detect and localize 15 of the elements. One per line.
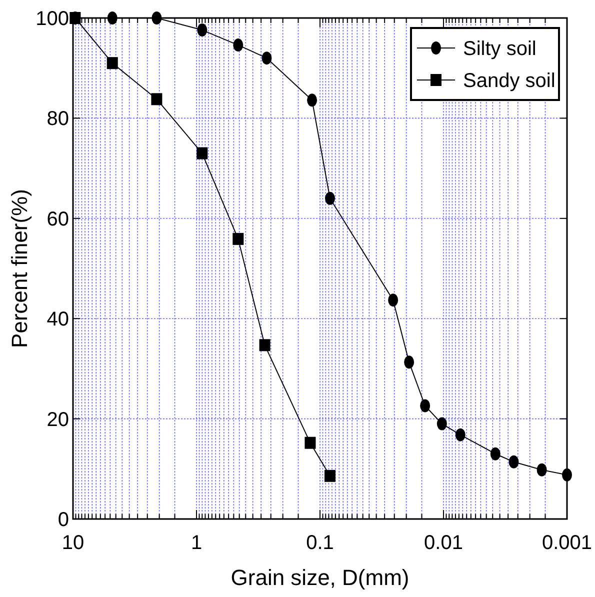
y-axis-title: Percent finer(%) bbox=[7, 189, 32, 348]
y-tick-label: 20 bbox=[46, 408, 69, 431]
y-tick-label: 60 bbox=[46, 208, 69, 230]
legend-label: Sandy soil bbox=[463, 70, 556, 92]
x-tick-label: 0.1 bbox=[306, 532, 334, 554]
x-tick-label: 1 bbox=[190, 532, 202, 554]
legend-label: Silty soil bbox=[463, 38, 536, 60]
x-tick-label: 10 bbox=[62, 532, 84, 554]
y-tick-label: 40 bbox=[46, 308, 69, 331]
x-tick-label: 0.001 bbox=[542, 532, 592, 554]
y-tick-label: 0 bbox=[58, 509, 69, 531]
y-tick-label: 80 bbox=[46, 108, 69, 130]
x-tick-label: 0.01 bbox=[424, 532, 463, 554]
y-tick-label: 100 bbox=[36, 8, 69, 30]
x-axis-title: Grain size, D(mm) bbox=[230, 565, 410, 590]
